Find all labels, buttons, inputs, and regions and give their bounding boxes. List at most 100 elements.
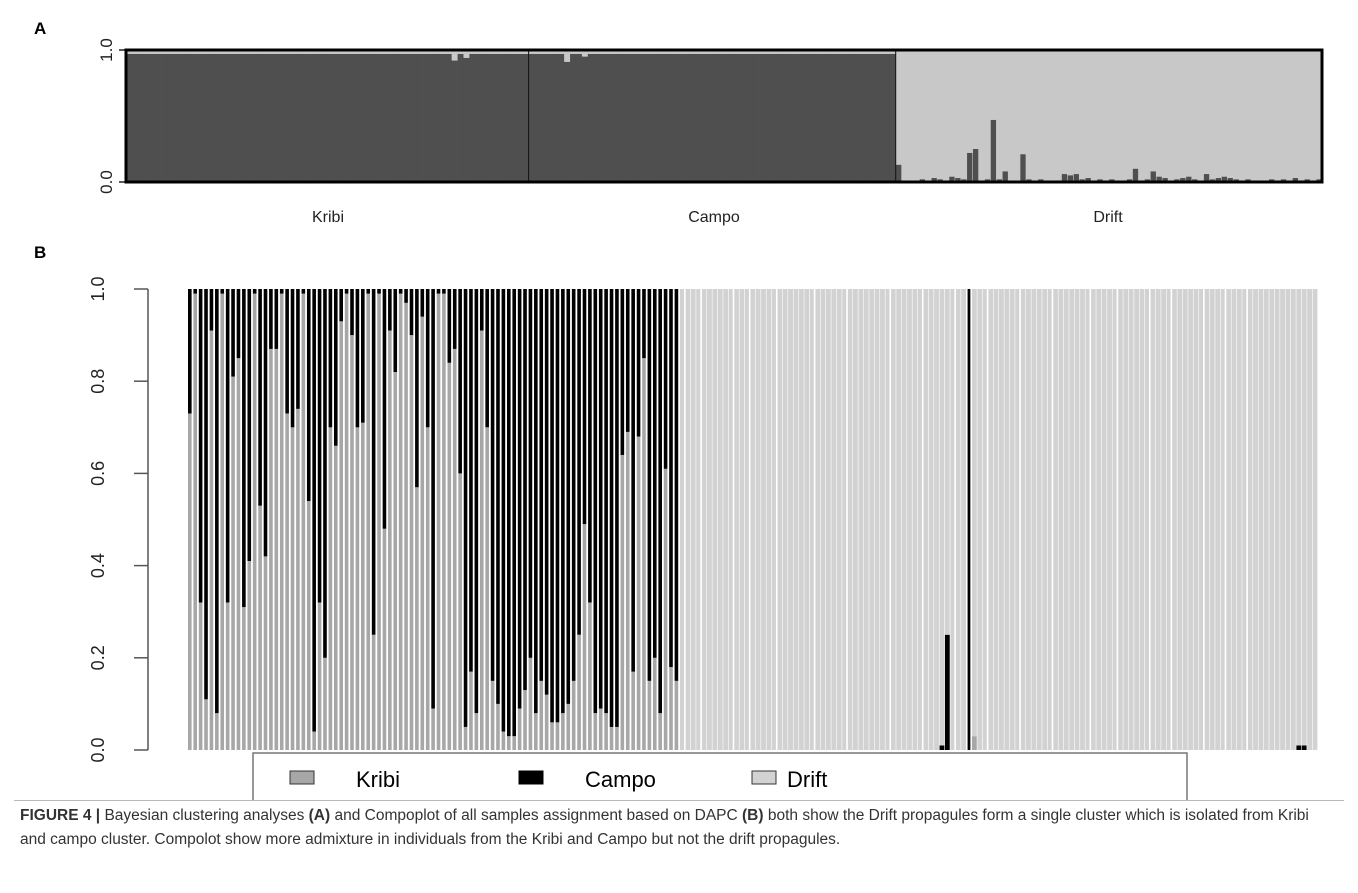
panel-b-bar-campo [517, 289, 522, 709]
panel-a-bar-kribi-light [504, 50, 512, 54]
panel-a-bar-campo-dark [534, 53, 541, 183]
panel-b-bar-kribi [577, 634, 581, 750]
panel-a-bar-kribi-light [380, 50, 387, 54]
compoplot-figure: A 1.0 0.0 Kribi Campo Drift B 0.0 0.2 0.4 0… [34, 19, 1324, 800]
panel-a-bar-kribi-dark [250, 53, 257, 183]
panel-b-bar-campo [939, 745, 945, 750]
panel-b-bar-campo [447, 289, 452, 363]
panel-b-bar-campo [188, 289, 192, 414]
panel-b-bar-campo [290, 289, 295, 428]
panel-a-bar-drift-light [919, 50, 926, 182]
panel-a-bar-campo-dark [735, 53, 743, 183]
panel-a-bar-campo-dark [540, 53, 547, 183]
panel-a-bar-drift-light [1256, 50, 1264, 182]
panel-b-bar-kribi [393, 371, 398, 750]
panel-a-bar-campo-dark [747, 53, 755, 183]
panel-b-bar-kribi [188, 413, 192, 750]
panel-b-bar-kribi [479, 330, 484, 750]
panel-a-bar-campo-dark [552, 53, 559, 183]
panel-b-bar-drift [793, 289, 799, 750]
panel-b-bar-drift [701, 289, 707, 750]
panel-b-bar-drift [836, 289, 842, 750]
panel-b-bar-campo [474, 289, 479, 714]
panel-a-bar-kribi-light [368, 50, 376, 54]
panel-a-bar-campo-dark [729, 53, 737, 183]
panel-a-bar-campo-dark [706, 53, 713, 183]
panel-a-bar-campo-dark [836, 53, 843, 183]
panel-b-bar-drift [798, 289, 804, 750]
panel-a-bar-drift-light [1067, 50, 1074, 182]
panel-b-bar-drift [1053, 289, 1058, 750]
panel-a-bar-drift-light [954, 50, 962, 182]
panel-a-structure-plot: A 1.0 0.0 Kribi Campo Drift [34, 19, 1324, 226]
panel-b-bar-drift [1020, 289, 1026, 750]
panel-b-bar-drift [1144, 289, 1150, 750]
panel-b-bar-kribi [523, 690, 527, 750]
panel-a-bar-kribi-light [244, 50, 251, 54]
panel-b-bar-kribi [355, 427, 360, 750]
caption-text-1: Bayesian clustering analyses [104, 807, 309, 824]
panel-b-bar-kribi [269, 348, 273, 750]
panel-a-bar-drift-light [1073, 50, 1080, 182]
panel-a-bar-kribi-light [499, 50, 506, 54]
panel-a-bar-kribi-dark [422, 53, 429, 183]
panel-b-bar-kribi [425, 427, 430, 750]
panel-a-bar-drift-light [1079, 50, 1086, 182]
panel-a-bar-campo-light [593, 50, 601, 54]
panel-a-bar-campo-light [789, 50, 796, 54]
panel-a-bar-drift-light [978, 50, 985, 182]
panel-a-bar-kribi-dark [161, 53, 168, 183]
panel-a-bar-kribi-light [333, 50, 340, 54]
panel-a-bar-campo-light [611, 50, 618, 54]
panel-b-bar-drift [1247, 289, 1253, 750]
panel-b-bar-campo [328, 289, 333, 428]
panel-a-bar-campo-light [747, 50, 755, 54]
panel-b-bar-drift [1285, 289, 1291, 750]
panel-a-bar-drift-light [1162, 50, 1169, 182]
panel-b-bar-campo [636, 289, 641, 437]
panel-a-bar-campo-light [605, 50, 612, 54]
panel-b-bar-drift [1263, 289, 1269, 750]
panel-a-bar-campo-light [694, 50, 701, 54]
panel-a-bar-kribi-light [469, 50, 476, 54]
panel-b-bar-drift [1312, 289, 1318, 750]
panel-b-bar-drift [890, 289, 896, 750]
panel-a-bar-drift-dark [1186, 176, 1192, 182]
panel-b-bar-kribi [436, 293, 441, 750]
panel-a-bar-kribi-light [297, 50, 305, 54]
panel-a-bar-kribi-dark [398, 53, 405, 183]
panel-a-bar-kribi-dark [463, 57, 470, 182]
panel-b-bar-campo [323, 289, 327, 658]
panel-b-drift-separator [1089, 289, 1092, 750]
panel-a-bar-campo-light [753, 50, 760, 54]
panel-b-bar-campo [658, 289, 662, 714]
panel-a-bar-kribi-dark [315, 53, 322, 183]
panel-b-bar-drift [1161, 289, 1167, 750]
panel-b-bar-drift [1193, 289, 1199, 750]
panel-a-bar-kribi-light [250, 50, 257, 54]
panel-a-bar-kribi-dark [279, 53, 287, 183]
panel-b-bar-campo [258, 289, 262, 506]
panel-a-bar-drift-dark [1156, 176, 1162, 182]
panel-a-bar-kribi-light [362, 50, 370, 54]
panel-a-bar-campo-light [682, 50, 689, 54]
panel-b-bar-drift [815, 289, 820, 750]
panel-a-bar-campo-light [771, 50, 778, 54]
panel-a-bar-kribi-dark [226, 53, 233, 183]
panel-a-bar-drift-light [1091, 50, 1098, 182]
panel-a-bar-drift-light [1239, 50, 1246, 182]
panel-a-bar-drift-dark [1067, 175, 1074, 182]
panel-b-bar-kribi [231, 376, 235, 750]
panel-a-bar-kribi-light [463, 50, 470, 58]
panel-a-bar-kribi-dark [481, 53, 488, 183]
panel-a-bar-drift-dark [972, 149, 979, 182]
panel-b-bar-campo [615, 289, 619, 727]
panel-b-bar-drift [734, 289, 739, 750]
panel-a-bar-drift-light [1002, 50, 1009, 182]
panel-b-bar-drift [955, 289, 961, 750]
panel-b-bar-kribi [642, 358, 646, 750]
panel-b-bar-campo [204, 289, 208, 700]
panel-b-bar-campo [344, 289, 349, 294]
panel-b-bar-kribi [447, 362, 452, 750]
group-label-campo: Campo [688, 209, 740, 226]
